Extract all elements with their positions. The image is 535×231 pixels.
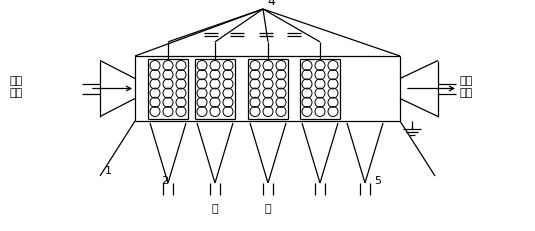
Text: 含尘: 含尘 xyxy=(10,76,23,86)
Text: 尘: 尘 xyxy=(265,204,271,214)
Text: 1: 1 xyxy=(104,166,111,176)
Text: 4: 4 xyxy=(267,0,275,8)
Text: 烟气: 烟气 xyxy=(460,88,473,98)
Text: 2: 2 xyxy=(162,176,169,186)
Text: 烟气: 烟气 xyxy=(10,88,23,98)
Text: 粉: 粉 xyxy=(212,204,218,214)
Text: 5: 5 xyxy=(374,176,381,186)
Text: 净化: 净化 xyxy=(460,76,473,86)
